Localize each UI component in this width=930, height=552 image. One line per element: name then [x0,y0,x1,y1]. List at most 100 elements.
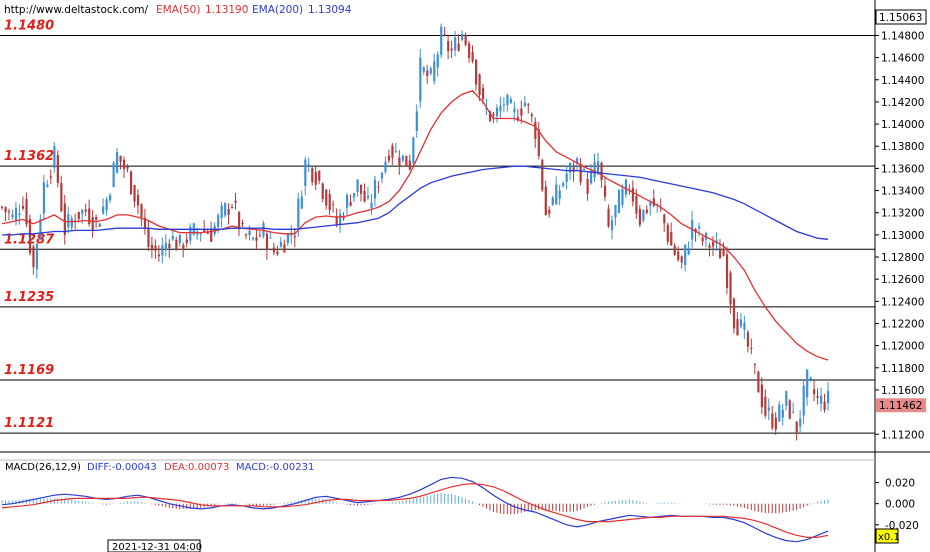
date-label-box [107,539,201,552]
candle-body [391,145,394,158]
candle-body [95,216,98,220]
candle-body [63,203,66,235]
candle-body [823,401,826,410]
ema50-label: EMA(50) [156,4,200,16]
candle-body [485,107,488,110]
level-label: 1.1480 [4,18,54,33]
candle-body [666,224,669,242]
candle-body [586,178,589,194]
candle-body [415,111,418,132]
candle-body [509,99,513,104]
candle-body [248,230,251,236]
macd-dea-line [1,482,829,539]
candle-body [621,188,624,205]
candle-body [241,223,244,225]
macd-tick-label: 0.020 [885,478,915,490]
candle-body [366,195,370,198]
candle-body [105,199,108,211]
candle-body [792,411,795,413]
candle-body [346,194,349,208]
candle-body [635,195,638,214]
candle-body [272,247,276,253]
candle-body [373,179,377,199]
candle-body [77,211,80,220]
candle-body [607,208,610,227]
candle-body [544,186,547,216]
candle-body [262,223,265,237]
candle-body [182,244,185,250]
candle-body [687,248,690,255]
candle-body [42,182,46,214]
candle-body [603,185,607,197]
candle-body [363,191,366,202]
candle-body [461,33,464,40]
candle-body [753,363,757,365]
candle-body [548,209,551,214]
candle-body [258,235,262,237]
candle-body [610,220,614,230]
candle-body [154,245,157,251]
candle-body [725,254,729,288]
candle-body [701,237,704,242]
candle-body [325,189,328,206]
candle-body [649,202,652,206]
price-panel[interactable]: 1.14800 1.14600 1.14400 1.14200 1.14000 1.138… [0,18,926,441]
current-price-box [876,398,926,413]
candle-body [516,117,520,121]
candle-body [370,202,373,208]
candle-body [60,183,63,212]
candle-body [81,209,84,214]
candle-body [102,206,105,214]
candle-body [387,155,391,161]
candle-body [279,241,283,247]
candle-body [429,68,432,74]
site-url[interactable]: http://www.deltastock.com/ [4,4,149,16]
candle-body [816,396,819,398]
candle-body [523,102,526,107]
candle-body [227,209,230,215]
candle-body [342,216,345,219]
zoom-label[interactable]: x0.1 [878,532,900,543]
candle-body [119,155,122,162]
candle-body [827,391,830,404]
candle-body [297,198,300,228]
candle-body [527,104,530,106]
candle-body [426,70,429,76]
candle-body [764,396,767,416]
candle-body [147,228,150,247]
ema200-label: EMA(200) [252,4,303,16]
candle-body [555,184,558,205]
candle-body [7,211,11,213]
candle-body [520,108,523,116]
candle-body [408,160,411,170]
candle-body [684,244,687,266]
candle-body [809,377,812,380]
candle-body [49,176,52,178]
candle-body [335,216,338,225]
candle-body [736,319,739,336]
candle-body [488,111,492,121]
candle-body [433,61,436,82]
candle-body [332,204,335,206]
current-price-value: 1.11462 [879,400,922,412]
candle-body [25,199,28,225]
candle-body [353,193,356,198]
candle-body [265,233,269,250]
candle-body [569,163,572,173]
candle-body [530,114,533,117]
candle-body [109,195,112,201]
macd-tick-label: 0.000 [885,499,915,511]
candle-body [562,183,565,186]
candle-body [450,48,453,51]
candle-body [133,185,136,202]
candle-body [161,245,164,256]
price-tick-label: 1.12200 [881,318,924,330]
candle-body [255,237,258,241]
candle-body [419,57,422,102]
candle-body [492,113,495,116]
zoom-box[interactable] [875,528,899,544]
price-tick-label: 1.13600 [881,163,924,175]
candle-body [293,236,296,238]
top-price-value: 1.15063 [879,12,922,24]
